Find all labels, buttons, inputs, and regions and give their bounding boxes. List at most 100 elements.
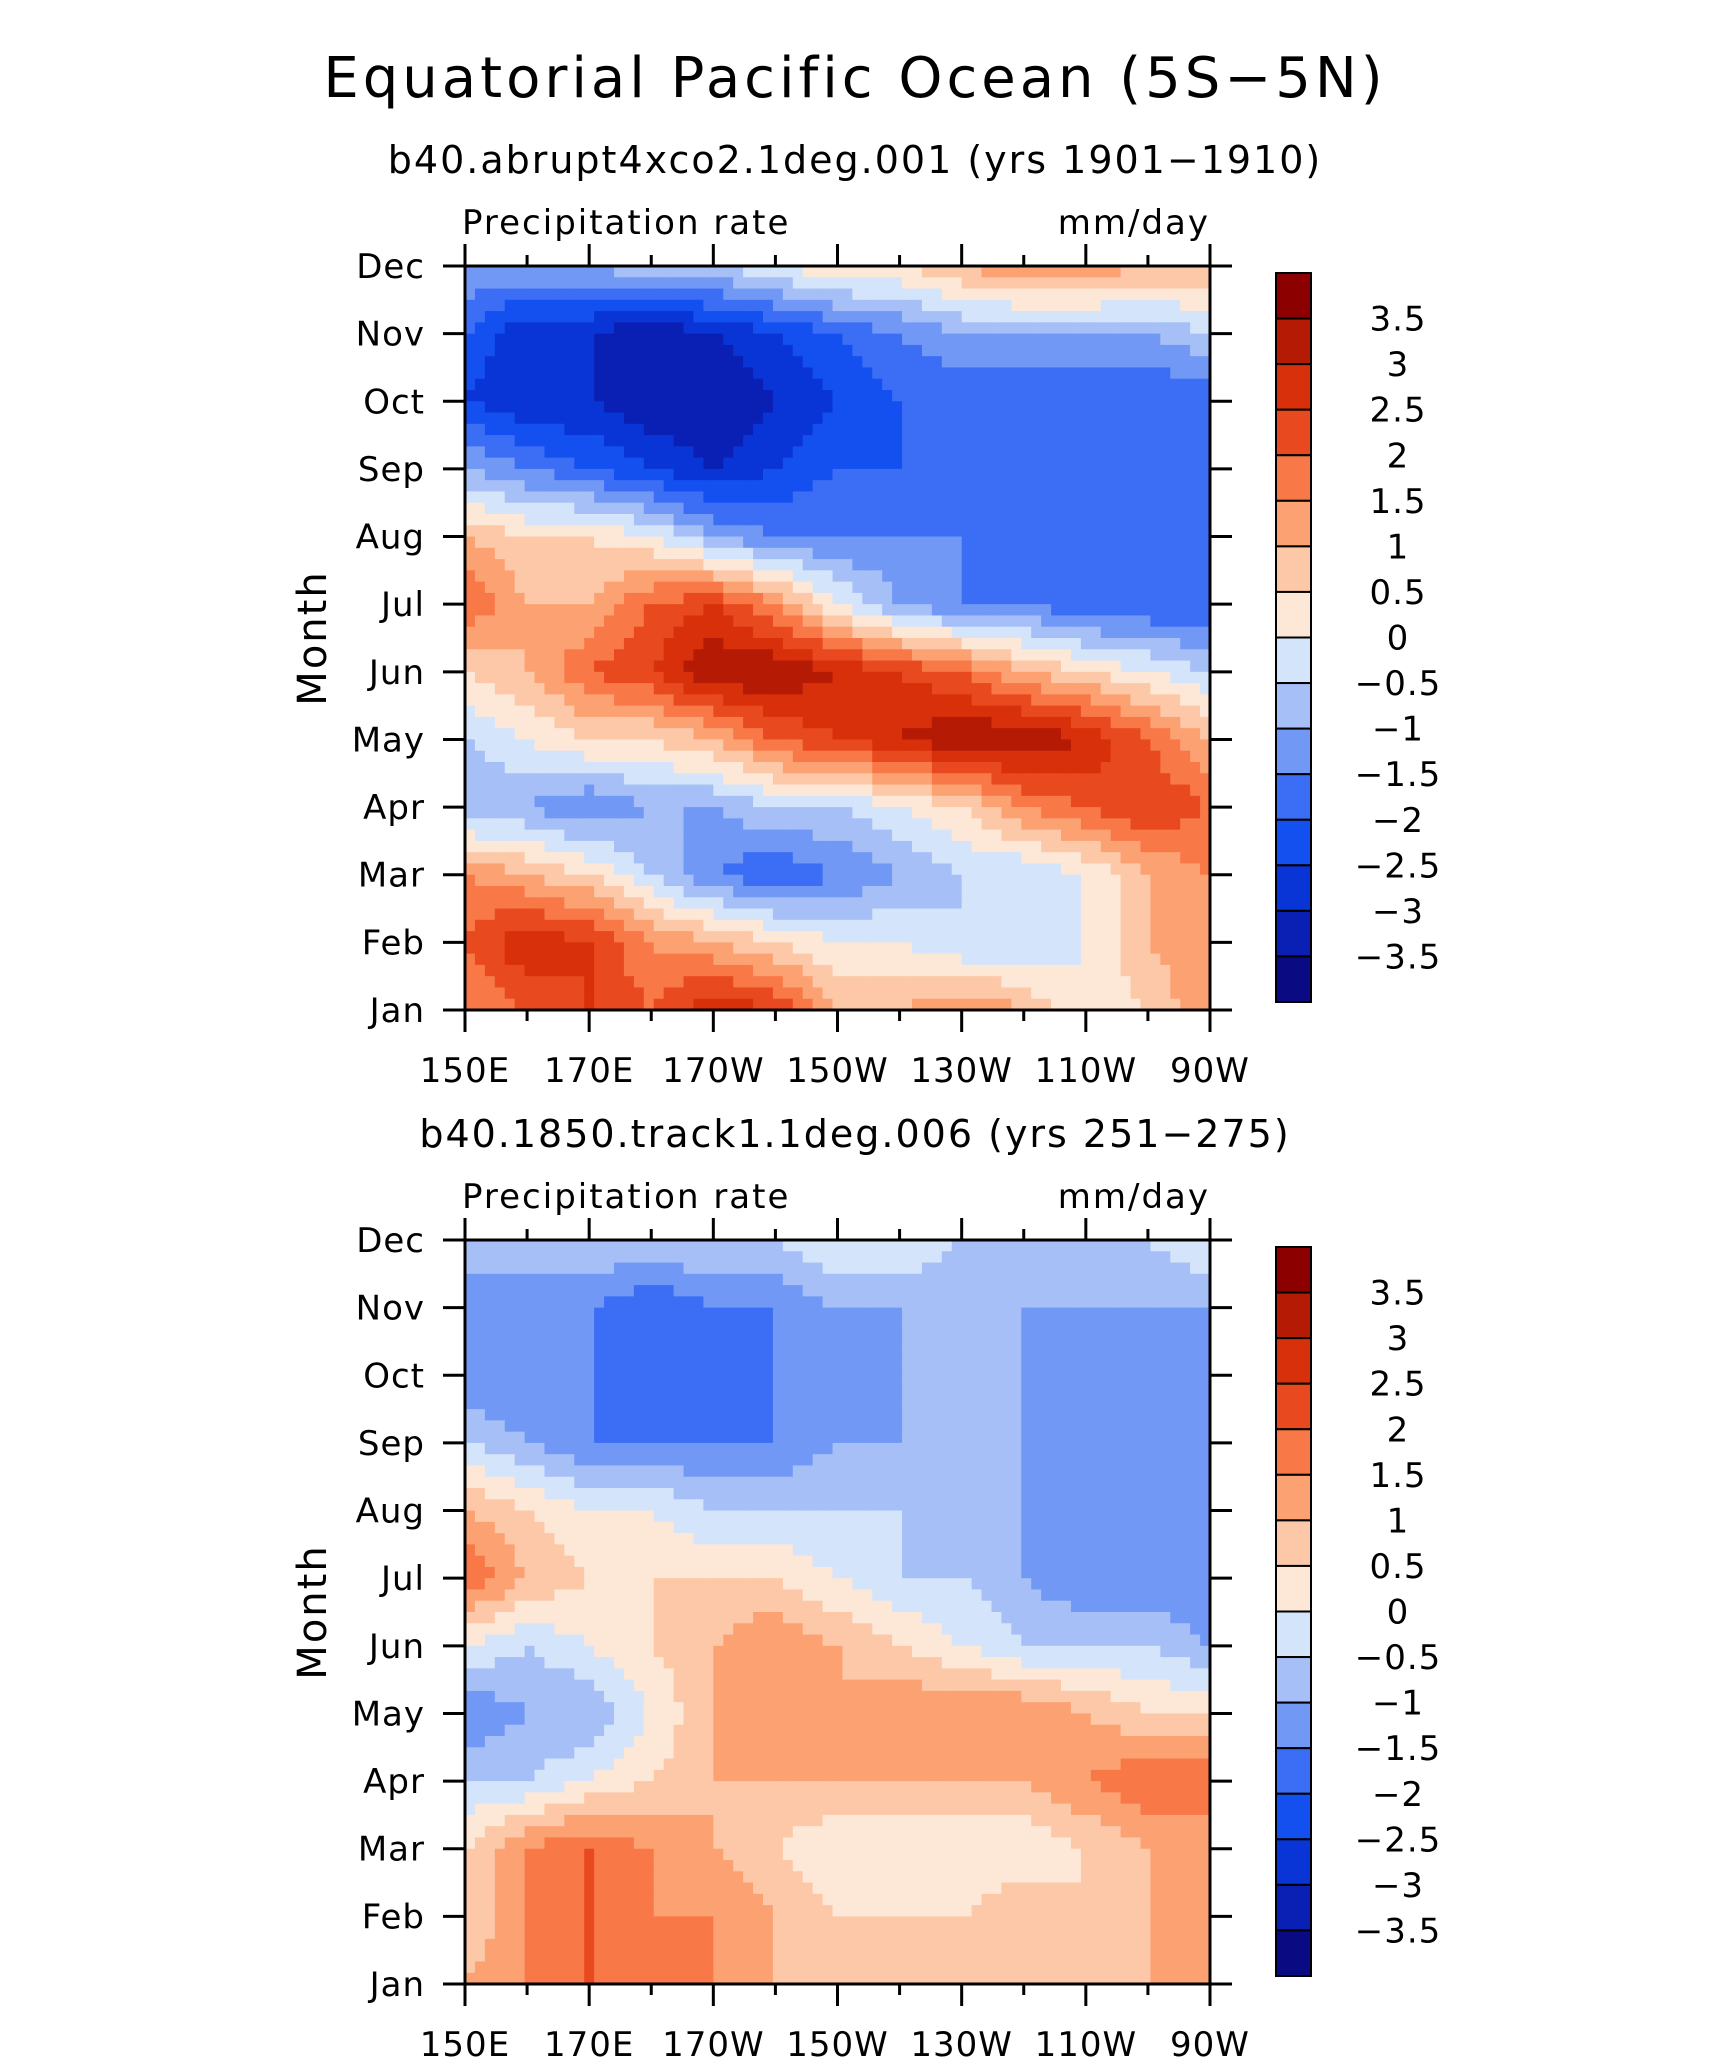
heatmap-cell	[951, 356, 963, 369]
heatmap-cell	[1021, 716, 1032, 729]
heatmap-cell	[1031, 401, 1042, 414]
heatmap-cell	[723, 728, 734, 741]
heatmap-cell	[1110, 728, 1122, 741]
heatmap-cell	[484, 311, 496, 323]
heatmap-cell	[1051, 638, 1062, 650]
heatmap-cell	[743, 536, 754, 549]
heatmap-cell	[1140, 491, 1151, 504]
heatmap-cell	[1021, 694, 1032, 707]
heatmap-cell	[842, 852, 853, 865]
heatmap-cell	[574, 547, 585, 560]
heatmap-cell	[623, 728, 635, 741]
heatmap-cell	[912, 829, 923, 842]
heatmap-cell	[1190, 626, 1201, 639]
heatmap-cell	[733, 615, 744, 628]
heatmap-cell	[1051, 773, 1062, 786]
heatmap-cell	[673, 919, 685, 932]
heatmap-cell	[842, 942, 853, 955]
heatmap-cell	[1160, 818, 1171, 831]
heatmap-cell	[852, 367, 863, 380]
heatmap-cell	[614, 750, 625, 763]
heatmap-cell	[763, 547, 774, 560]
heatmap-cell	[534, 491, 546, 504]
heatmap-cell	[971, 829, 983, 842]
heatmap-cell	[1080, 964, 1092, 977]
heatmap-cell	[1021, 378, 1032, 391]
heatmap-cell	[524, 378, 536, 391]
heatmap-cell	[733, 547, 744, 560]
heatmap-cell	[862, 795, 873, 808]
heatmap-cell	[753, 536, 764, 549]
heatmap-cell	[1140, 671, 1151, 684]
heatmap-cell	[951, 660, 963, 673]
heatmap-cell	[931, 942, 943, 955]
heatmap-cell	[921, 931, 933, 943]
heatmap-cell	[892, 344, 903, 357]
heatmap-cell	[1031, 288, 1042, 301]
heatmap-cell	[1190, 739, 1201, 752]
heatmap-cell	[465, 863, 476, 876]
heatmap-cell	[604, 435, 615, 447]
heatmap-cell	[852, 705, 863, 718]
heatmap-cell	[633, 818, 645, 831]
heatmap-cell	[1011, 468, 1022, 481]
heatmap-cell	[633, 266, 645, 278]
heatmap-cell	[623, 491, 635, 504]
heatmap-cell	[594, 277, 605, 290]
heatmap-cell	[1190, 908, 1201, 921]
heatmap-cell	[772, 773, 784, 786]
heatmap-cell	[1160, 401, 1171, 414]
heatmap-cell	[812, 266, 824, 278]
heatmap-cell	[514, 333, 526, 346]
heatmap-cell	[1160, 784, 1171, 797]
heatmap-cell	[614, 908, 625, 921]
heatmap-cell	[931, 638, 943, 650]
heatmap-cell	[474, 367, 486, 380]
heatmap-cell	[892, 570, 903, 583]
heatmap-cell	[1150, 311, 1161, 323]
heatmap-cell	[832, 829, 844, 842]
heatmap-cell	[663, 908, 675, 921]
heatmap-cell	[961, 750, 973, 763]
heatmap-cell	[753, 604, 764, 617]
heatmap-cell	[514, 683, 526, 695]
heatmap-cell	[981, 502, 993, 515]
heatmap-cell	[1080, 626, 1092, 639]
heatmap-cell	[743, 559, 754, 571]
heatmap-cell	[574, 694, 585, 707]
heatmap-cell	[782, 491, 794, 504]
heatmap-cell	[753, 886, 764, 898]
heatmap-cell	[713, 671, 724, 684]
heatmap-cell	[584, 671, 595, 684]
heatmap-cell	[584, 367, 595, 380]
heatmap-cell	[961, 739, 973, 752]
heatmap-cell	[1080, 863, 1092, 876]
heatmap-cell	[1190, 311, 1201, 323]
heatmap-cell	[921, 807, 933, 819]
heatmap-cell	[703, 457, 714, 470]
heatmap-cell	[604, 604, 615, 617]
heatmap-cell	[1150, 953, 1161, 966]
heatmap-cell	[703, 502, 714, 515]
heatmap-cell	[504, 333, 516, 346]
heatmap-cell	[474, 908, 486, 921]
heatmap-cell	[971, 311, 983, 323]
heatmap-cell	[1090, 840, 1102, 853]
heatmap-cell	[1140, 311, 1151, 323]
heatmap-cell	[653, 288, 665, 301]
heatmap-cell	[802, 874, 814, 887]
heatmap-cell	[832, 863, 844, 876]
heatmap-cell	[504, 638, 516, 650]
heatmap-cell	[653, 694, 665, 707]
heatmap-cell	[1200, 683, 1211, 695]
heatmap-cell	[643, 468, 655, 481]
heatmap-cell	[981, 863, 993, 876]
heatmap-cell	[723, 514, 734, 526]
heatmap-cell	[713, 807, 724, 819]
heatmap-cell	[574, 649, 585, 662]
heatmap-cell	[763, 784, 774, 797]
heatmap-cell	[1100, 446, 1112, 459]
heatmap-cell	[1061, 525, 1072, 538]
heatmap-cell	[663, 964, 675, 977]
heatmap-cell	[484, 322, 496, 335]
